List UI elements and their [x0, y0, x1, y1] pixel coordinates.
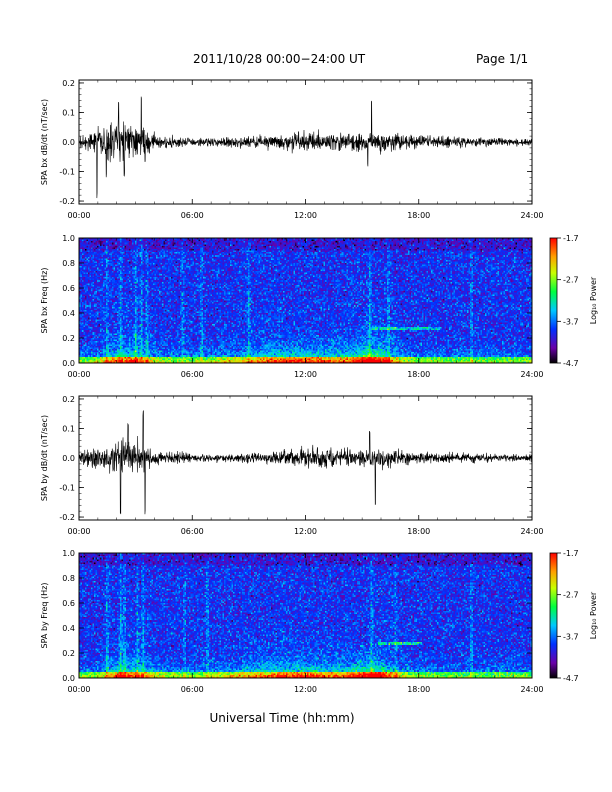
- colorbar-tick-label: -4.7: [563, 359, 579, 368]
- y-tick-label: 0.8: [62, 574, 75, 583]
- y-tick-label: 0.1: [62, 108, 75, 117]
- waveform-trace: [78, 96, 533, 199]
- y-tick-label: 0.2: [62, 395, 75, 404]
- y-tick-label: 0.2: [62, 79, 75, 88]
- x-tick-label: 00:00: [67, 685, 90, 694]
- x-tick-label: 00:00: [67, 527, 90, 536]
- y-tick-label: -0.1: [59, 484, 75, 493]
- page-number: Page 1/1: [476, 52, 529, 66]
- x-tick-label: 06:00: [181, 685, 204, 694]
- y-tick-label: 1.0: [62, 234, 75, 243]
- x-tick-label: 06:00: [181, 370, 204, 379]
- x-tick-label: 24:00: [520, 527, 543, 536]
- x-axis-label: Universal Time (hh:mm): [209, 711, 354, 725]
- y-tick-label: -0.2: [59, 197, 75, 206]
- x-tick-label: 24:00: [520, 370, 543, 379]
- x-tick-label: 18:00: [407, 370, 430, 379]
- panel-2: 1.0 0.8 0.6 0.4 0.2 0.0 -1.7 -2.7 -3.7 -4.7 Log₁₀ …: [40, 234, 598, 379]
- colorbar-label: Log₁₀ Power: [589, 276, 598, 324]
- x-tick-label: 12:00: [294, 211, 317, 220]
- colorbar-scale: [549, 552, 558, 679]
- y-tick-label: 0.4: [62, 309, 75, 318]
- y-axis-label: SPA by dB/dt (nT/sec): [40, 415, 49, 501]
- spectrogram-image: [79, 553, 532, 678]
- colorbar-label: Log₁₀ Power: [589, 591, 598, 639]
- panel-3: 0.2 0.1 0.0 -0.1 -0.2 00:00 06:00 12:00 18:00 24:…: [40, 395, 544, 536]
- x-tick-label: 00:00: [67, 370, 90, 379]
- y-tick-label: 0.0: [62, 674, 75, 683]
- x-tick-label: 06:00: [181, 211, 204, 220]
- colorbar: -1.7 -2.7 -3.7 -4.7 Log₁₀ Power: [549, 549, 598, 683]
- y-tick-label: 0.0: [62, 138, 75, 147]
- y-tick-label: 0.6: [62, 284, 75, 293]
- y-tick-label: 0.8: [62, 259, 75, 268]
- colorbar-tick-label: -2.7: [563, 591, 579, 600]
- x-tick-label: 12:00: [294, 370, 317, 379]
- colorbar-tick-label: -3.7: [563, 632, 579, 641]
- y-tick-label: 1.0: [62, 549, 75, 558]
- y-tick-label: 0.6: [62, 599, 75, 608]
- colorbar-scale: [549, 237, 558, 364]
- x-tick-label: 18:00: [407, 211, 430, 220]
- y-axis-label: SPA bx Freq (Hz): [40, 268, 49, 334]
- spectrogram-image: [79, 238, 532, 363]
- y-tick-label: 0.0: [62, 359, 75, 368]
- y-tick-label: -0.1: [59, 168, 75, 177]
- chart-title: 2011/10/28 00:00−24:00 UT: [193, 52, 366, 66]
- x-tick-label: 12:00: [294, 685, 317, 694]
- x-tick-label: 24:00: [520, 211, 543, 220]
- y-axis-label: SPA bx dB/dt (nT/sec): [40, 99, 49, 185]
- x-tick-label: 18:00: [407, 685, 430, 694]
- colorbar-tick-label: -4.7: [563, 674, 579, 683]
- x-tick-label: 12:00: [294, 527, 317, 536]
- x-tick-label: 24:00: [520, 685, 543, 694]
- x-tick-label: 18:00: [407, 527, 430, 536]
- x-tick-label: 00:00: [67, 211, 90, 220]
- colorbar-tick-label: -1.7: [563, 234, 579, 243]
- x-tick-label: 06:00: [181, 527, 204, 536]
- y-tick-label: 0.1: [62, 424, 75, 433]
- colorbar-tick-label: -1.7: [563, 549, 579, 558]
- waveform-trace: [78, 410, 533, 515]
- y-tick-label: 0.0: [62, 454, 75, 463]
- colorbar-tick-label: -2.7: [563, 276, 579, 285]
- y-tick-label: 0.2: [62, 334, 75, 343]
- panel-4: 1.0 0.8 0.6 0.4 0.2 0.0 -1.7 -2.7 -3.7 -4.7 Log₁₀ …: [40, 549, 598, 694]
- colorbar: -1.7 -2.7 -3.7 -4.7 Log₁₀ Power: [549, 234, 598, 368]
- panel-1: 0.2 0.1 0.0 -0.1 -0.2 00:00 06:00 12:00 18:00 24:…: [40, 79, 544, 220]
- y-tick-label: -0.2: [59, 513, 75, 522]
- colorbar-tick-label: -3.7: [563, 317, 579, 326]
- y-axis-label: SPA by Freq (Hz): [40, 583, 49, 649]
- y-tick-label: 0.4: [62, 624, 75, 633]
- y-tick-label: 0.2: [62, 649, 75, 658]
